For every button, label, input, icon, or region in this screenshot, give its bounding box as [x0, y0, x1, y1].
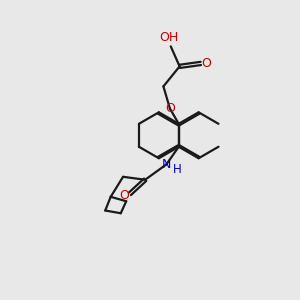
Text: O: O: [120, 189, 130, 202]
Text: O: O: [201, 57, 211, 70]
Text: N: N: [162, 158, 171, 171]
Text: O: O: [165, 102, 175, 115]
Text: H: H: [173, 163, 182, 176]
Text: OH: OH: [160, 31, 179, 44]
